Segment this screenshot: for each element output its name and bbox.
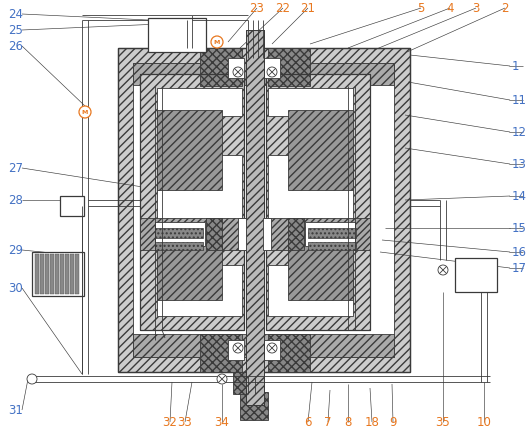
Bar — [157, 110, 222, 190]
Bar — [266, 74, 370, 330]
Bar — [264, 218, 370, 250]
Text: 5: 5 — [417, 1, 425, 15]
Circle shape — [79, 106, 91, 118]
Text: M: M — [82, 109, 88, 114]
Bar — [60, 254, 63, 294]
Bar — [140, 218, 246, 250]
Circle shape — [267, 343, 277, 353]
Bar — [148, 18, 206, 52]
Text: 32: 32 — [162, 416, 178, 429]
Bar — [233, 372, 257, 394]
Text: 3: 3 — [472, 1, 480, 15]
Text: 17: 17 — [512, 261, 527, 274]
Bar — [288, 218, 304, 250]
Bar — [308, 228, 356, 238]
Text: 26: 26 — [8, 39, 23, 53]
Text: 2: 2 — [501, 1, 509, 15]
Text: 31: 31 — [8, 403, 23, 416]
Circle shape — [217, 374, 227, 384]
Bar — [240, 392, 268, 420]
Bar — [228, 58, 244, 78]
Circle shape — [233, 343, 243, 353]
Text: 25: 25 — [8, 23, 23, 36]
Bar — [60, 196, 84, 216]
Bar — [266, 74, 370, 330]
Bar — [133, 63, 394, 357]
Bar — [118, 48, 410, 372]
Bar — [157, 240, 222, 300]
Text: 10: 10 — [476, 416, 492, 429]
Text: 9: 9 — [389, 416, 397, 429]
Circle shape — [211, 36, 223, 48]
Bar — [155, 222, 205, 246]
Bar — [155, 228, 203, 238]
Bar — [246, 30, 264, 405]
Bar — [200, 334, 242, 372]
Bar — [140, 74, 244, 330]
Text: M: M — [214, 39, 220, 44]
Bar — [75, 254, 79, 294]
Text: 12: 12 — [512, 126, 527, 139]
Bar — [155, 242, 203, 250]
Circle shape — [233, 67, 243, 77]
Polygon shape — [268, 88, 353, 316]
Bar — [50, 254, 54, 294]
Text: 22: 22 — [276, 1, 290, 15]
Bar — [32, 252, 84, 296]
Bar — [264, 340, 280, 360]
Text: 23: 23 — [250, 1, 265, 15]
Circle shape — [438, 265, 448, 275]
Bar — [55, 254, 58, 294]
Polygon shape — [157, 88, 242, 316]
Bar — [238, 218, 246, 250]
Bar — [305, 222, 355, 246]
Text: 1: 1 — [512, 60, 520, 73]
Text: 11: 11 — [512, 93, 527, 107]
Bar — [35, 254, 38, 294]
Bar — [40, 254, 44, 294]
Bar — [118, 48, 410, 372]
Bar — [308, 242, 356, 250]
Text: 21: 21 — [300, 1, 316, 15]
Bar — [65, 254, 69, 294]
Bar — [268, 48, 310, 86]
Bar — [288, 240, 353, 300]
Text: 14: 14 — [512, 190, 527, 203]
Bar — [288, 110, 353, 190]
Text: 4: 4 — [446, 1, 454, 15]
Text: 33: 33 — [178, 416, 192, 429]
Text: 30: 30 — [8, 282, 23, 295]
Bar — [263, 218, 271, 250]
Bar — [228, 340, 244, 360]
Text: 27: 27 — [8, 162, 23, 175]
Text: 15: 15 — [512, 222, 527, 235]
Bar — [268, 334, 310, 372]
Text: 8: 8 — [344, 416, 352, 429]
Text: 7: 7 — [324, 416, 332, 429]
Bar — [45, 254, 48, 294]
Bar — [140, 74, 244, 330]
Circle shape — [267, 67, 277, 77]
Text: 35: 35 — [436, 416, 451, 429]
Circle shape — [27, 374, 37, 384]
Text: 28: 28 — [8, 194, 23, 206]
Bar — [133, 334, 394, 357]
Bar — [70, 254, 73, 294]
Bar — [200, 48, 242, 86]
Bar — [455, 258, 497, 292]
Text: 6: 6 — [304, 416, 312, 429]
Text: 29: 29 — [8, 244, 23, 257]
Text: 34: 34 — [214, 416, 229, 429]
Bar — [246, 30, 264, 405]
Bar — [133, 63, 394, 85]
Text: 16: 16 — [512, 245, 527, 258]
Bar — [264, 58, 280, 78]
Text: 18: 18 — [365, 416, 379, 429]
Text: 13: 13 — [512, 158, 527, 171]
Text: 24: 24 — [8, 7, 23, 20]
Bar — [206, 218, 222, 250]
